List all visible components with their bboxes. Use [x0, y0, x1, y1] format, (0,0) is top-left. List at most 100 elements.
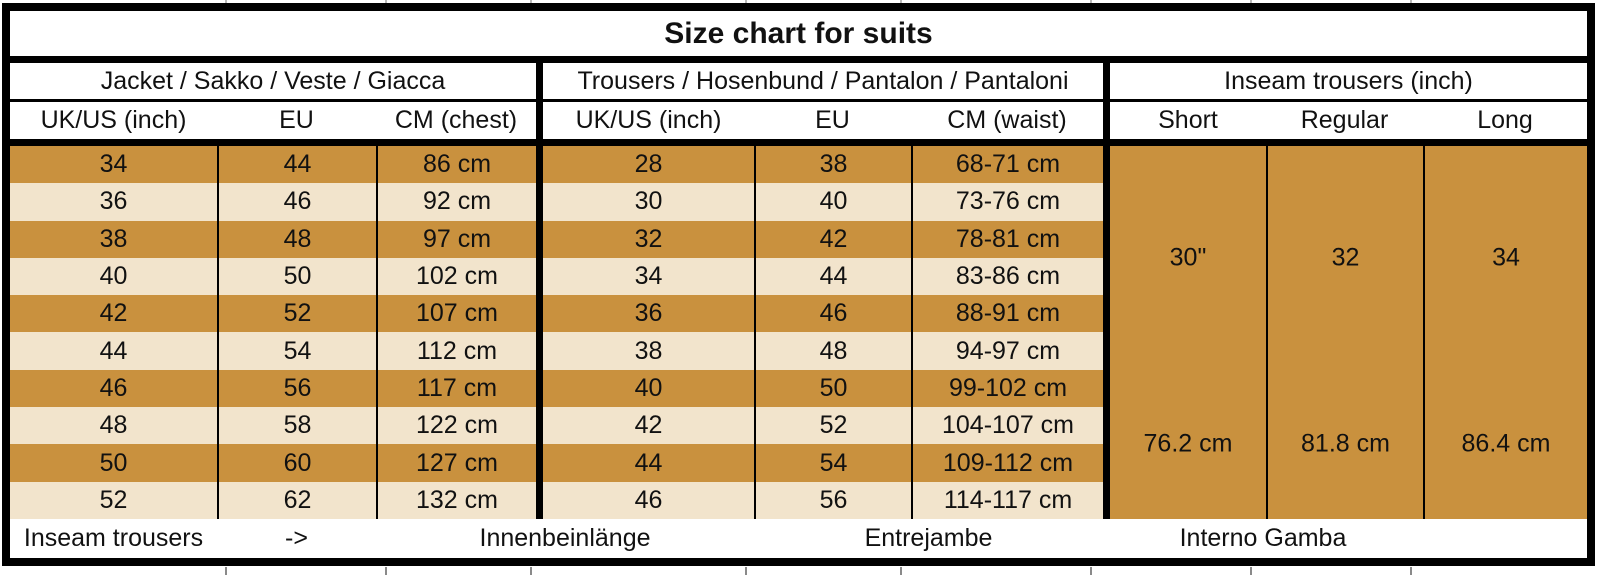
- size-cell: 88-91 cm: [911, 295, 1103, 333]
- footer-arrow: ->: [285, 524, 308, 552]
- jacket-size-grid: 34 44 86 cm 36 46 92 cm 38 48 97 cm 40 50 102 cm 42 5…: [10, 146, 536, 519]
- column-header-row: UK/US (inch) EU CM (chest) UK/US (inch) …: [10, 102, 1587, 146]
- size-cell: 28: [543, 146, 754, 184]
- section-divider: [536, 63, 543, 99]
- size-cell: 36: [543, 295, 754, 333]
- footer-inseam-trousers: Inseam trousers: [23, 524, 204, 552]
- size-cell: 50: [10, 444, 217, 482]
- size-cell: 40: [543, 369, 754, 408]
- table-frame: Size chart for suits Jacket / Sakko / Ve…: [2, 3, 1595, 566]
- gridline-stub: [745, 567, 747, 575]
- gridline-stub: [530, 0, 532, 3]
- size-cell: 44: [10, 332, 217, 370]
- inseam-regular-cm: 81.8 cm: [1301, 429, 1390, 458]
- trousers-size-grid: 28 38 68-71 cm 30 40 73-76 cm 32 42 78-81 cm 34 44…: [543, 146, 1103, 519]
- data-area: 34 44 86 cm 36 46 92 cm 38 48 97 cm 40 50 102 cm 42 5…: [10, 146, 1587, 519]
- gridline-stub: [1090, 0, 1092, 3]
- size-cell: 78-81 cm: [911, 220, 1103, 258]
- size-cell: 50: [217, 257, 376, 296]
- size-cell: 92 cm: [376, 183, 536, 221]
- gridline-stub: [225, 567, 227, 575]
- inseam-cell-short: 30" 76.2 cm: [1110, 146, 1266, 519]
- column-header-inseam-short: Short: [1158, 106, 1218, 134]
- gridline-stub: [1250, 0, 1252, 3]
- size-cell: 32: [543, 220, 754, 258]
- column-header-trousers-cm: CM (waist): [947, 106, 1067, 134]
- footer-entrejambe: Entrejambe: [864, 524, 993, 552]
- size-cell: 48: [754, 332, 911, 370]
- gridline-stub: [1410, 0, 1412, 3]
- column-header-trousers-eu: EU: [815, 106, 850, 134]
- column-header-jacket-eu: EU: [279, 106, 314, 134]
- section-divider: [536, 102, 543, 139]
- size-cell: 58: [217, 407, 376, 445]
- size-cell: 107 cm: [376, 295, 536, 333]
- size-cell: 117 cm: [376, 369, 536, 408]
- size-cell: 52: [754, 407, 911, 445]
- size-cell: 34: [543, 257, 754, 296]
- inseam-section: 30" 76.2 cm 32 81.8 cm 34 86.4 cm: [1110, 146, 1587, 519]
- inseam-cell-regular: 32 81.8 cm: [1266, 146, 1423, 519]
- size-cell: 86 cm: [376, 146, 536, 184]
- footer-row: Inseam trousers -> Innenbeinlänge Entrej…: [10, 519, 1587, 558]
- footer-innenbeinlaenge: Innenbeinlänge: [479, 524, 651, 552]
- inseam-short-cm: 76.2 cm: [1143, 429, 1233, 458]
- size-cell: 44: [543, 444, 754, 482]
- size-cell: 122 cm: [376, 407, 536, 445]
- section-divider: [1103, 63, 1110, 99]
- size-cell: 56: [754, 481, 911, 519]
- size-cell: 30: [543, 183, 754, 221]
- gridline-stub: [1410, 567, 1412, 575]
- size-cell: 109-112 cm: [911, 444, 1103, 482]
- size-cell: 52: [10, 481, 217, 519]
- section-divider: [536, 146, 543, 519]
- size-cell: 40: [10, 257, 217, 296]
- section-divider: [1103, 102, 1110, 139]
- chart-title: Size chart for suits: [664, 16, 933, 50]
- column-header-jacket-cm: CM (chest): [394, 106, 518, 134]
- footer-empty: [1423, 519, 1587, 558]
- size-cell: 83-86 cm: [911, 257, 1103, 296]
- column-header-jacket-ukus: UK/US (inch): [40, 106, 187, 134]
- size-cell: 114-117 cm: [911, 481, 1103, 519]
- size-cell: 48: [217, 220, 376, 258]
- size-cell: 42: [543, 407, 754, 445]
- gridline-stub: [225, 0, 227, 3]
- trousers-section-header: Trousers / Hosenbund / Pantalon / Pantal…: [577, 66, 1069, 95]
- size-cell: 112 cm: [376, 332, 536, 370]
- size-cell: 34: [10, 146, 217, 184]
- size-cell: 48: [10, 407, 217, 445]
- gridline-stub: [385, 567, 387, 575]
- column-header-inseam-long: Long: [1477, 106, 1533, 134]
- inseam-short-inch: 30": [1169, 243, 1207, 272]
- jacket-section-header: Jacket / Sakko / Veste / Giacca: [100, 66, 446, 95]
- section-divider: [1103, 146, 1110, 519]
- size-cell: 38: [543, 332, 754, 370]
- inseam-long-cm: 86.4 cm: [1461, 429, 1551, 458]
- size-cell: 73-76 cm: [911, 183, 1103, 221]
- title-row: Size chart for suits: [10, 11, 1587, 63]
- column-header-inseam-regular: Regular: [1300, 106, 1389, 134]
- size-cell: 44: [754, 257, 911, 296]
- inseam-section-header: Inseam trousers (inch): [1224, 66, 1473, 95]
- gridline-stub: [1250, 567, 1252, 575]
- size-cell: 40: [754, 183, 911, 221]
- size-cell: 46: [754, 295, 911, 333]
- size-cell: 68-71 cm: [911, 146, 1103, 184]
- size-cell: 56: [217, 369, 376, 408]
- size-cell: 36: [10, 183, 217, 221]
- size-cell: 97 cm: [376, 220, 536, 258]
- size-cell: 99-102 cm: [911, 369, 1103, 408]
- size-cell: 132 cm: [376, 481, 536, 519]
- size-cell: 50: [754, 369, 911, 408]
- size-cell: 38: [10, 220, 217, 258]
- gridline-stub: [530, 567, 532, 575]
- size-cell: 38: [754, 146, 911, 184]
- size-cell: 54: [754, 444, 911, 482]
- size-cell: 54: [217, 332, 376, 370]
- column-header-trousers-ukus: UK/US (inch): [575, 106, 722, 134]
- section-header-row: Jacket / Sakko / Veste / Giacca Trousers…: [10, 63, 1587, 102]
- size-cell: 42: [754, 220, 911, 258]
- gridline-stub: [900, 567, 902, 575]
- size-cell: 60: [217, 444, 376, 482]
